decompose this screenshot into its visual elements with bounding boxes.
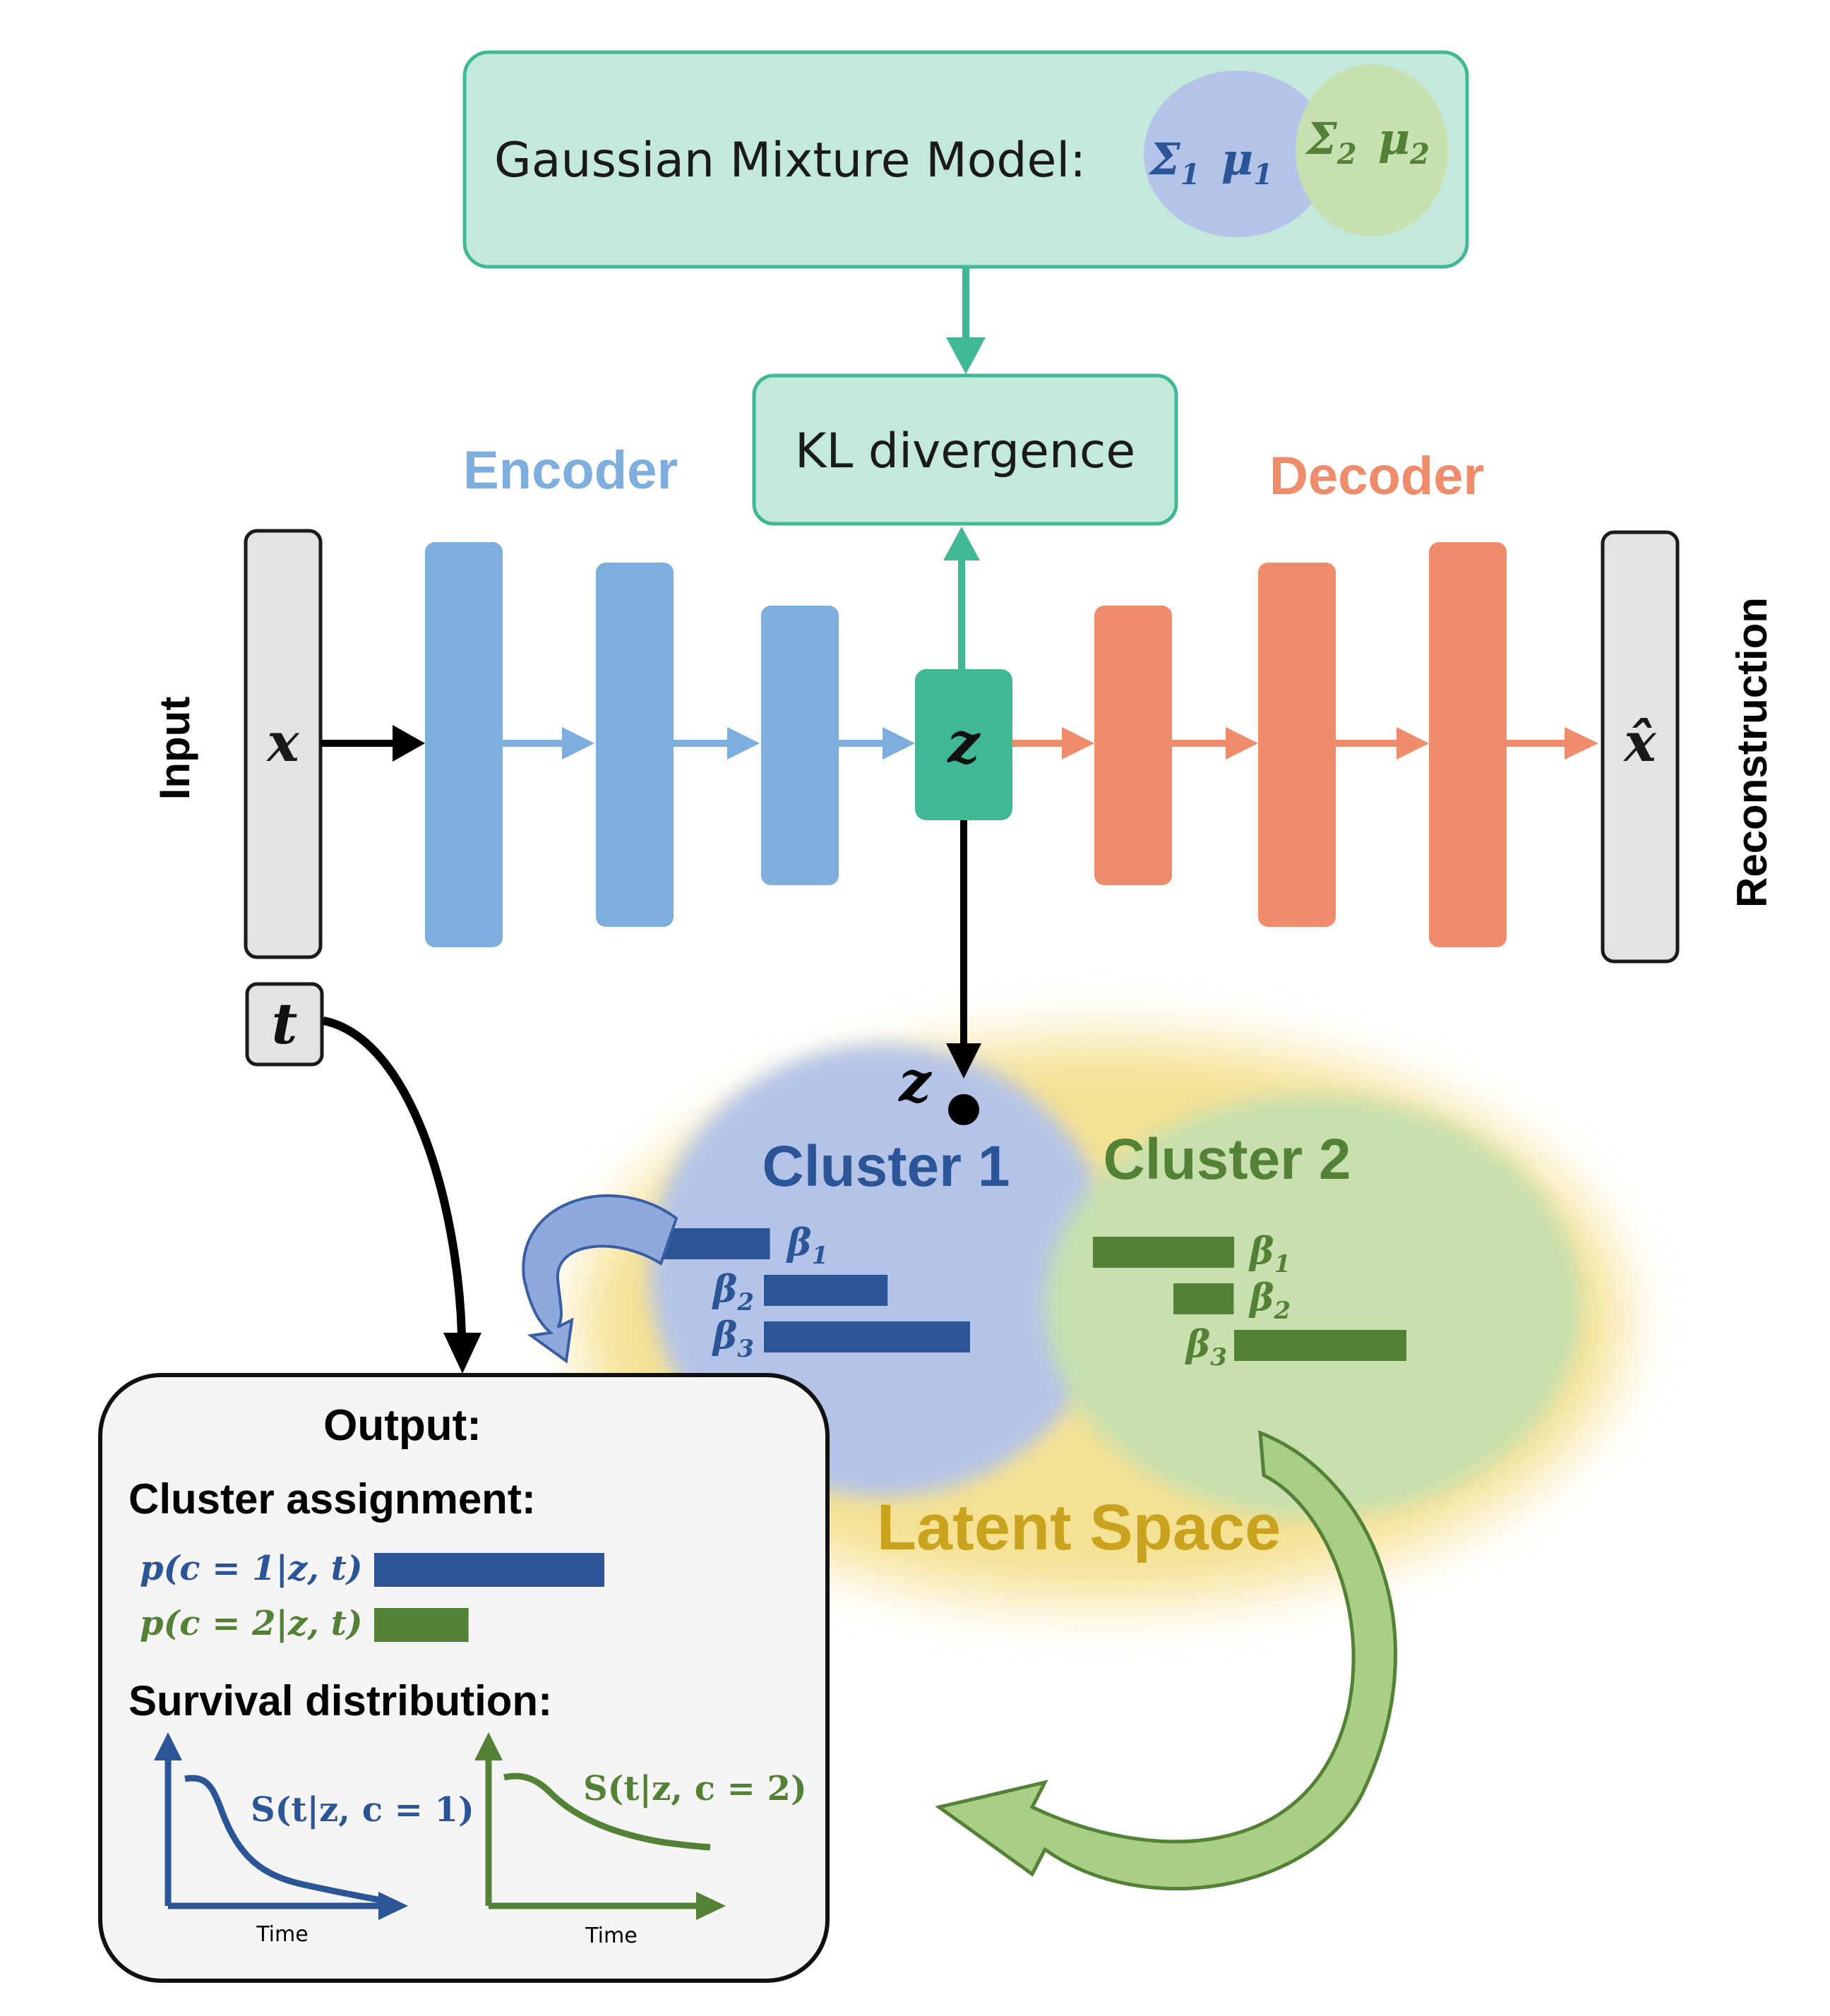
cluster-2-beta-1-label: β1 bbox=[1248, 1230, 1291, 1278]
arrow-gmm-to-kl bbox=[946, 267, 986, 374]
kl-label: KL divergence bbox=[795, 424, 1135, 479]
recon-side-label: Reconstruction bbox=[1728, 597, 1776, 908]
decoder-layer-2 bbox=[1258, 563, 1336, 927]
gmm-label: Gaussian Mixture Model: bbox=[494, 133, 1086, 188]
gmm-box: Gaussian Mixture Model: Σ1 μ1 Σ2 μ2 bbox=[462, 50, 1469, 269]
latent-point-label: z bbox=[897, 1048, 932, 1115]
latent-point bbox=[948, 1094, 979, 1125]
decoder-layer-3 bbox=[1429, 542, 1507, 947]
mu-1: μ bbox=[1221, 133, 1253, 185]
cluster-1-beta-3-label: β3 bbox=[712, 1314, 754, 1363]
plot-1-y-axis-arrow bbox=[154, 1732, 182, 1760]
time-input-var: t bbox=[272, 990, 298, 1057]
sigma-2-sub: 2 bbox=[1336, 138, 1357, 171]
cluster-2-beta-1-bar bbox=[1093, 1237, 1235, 1268]
cluster-1-beta-1-bar bbox=[657, 1228, 770, 1259]
arrow-cluster2-to-output bbox=[935, 1430, 1397, 1891]
output-box: Output: Cluster assignment: p(c = 1|z, t… bbox=[98, 1373, 830, 1983]
survival-plot-1: S(t|z, c = 1) Time bbox=[154, 1732, 474, 1947]
encoder-layer-3 bbox=[761, 606, 839, 885]
sigma-2: Σ bbox=[1305, 113, 1338, 164]
cluster-2-label: Cluster 2 bbox=[1104, 1127, 1351, 1192]
survival-curve-1 bbox=[184, 1775, 382, 1904]
latent-space-label: Latent Space bbox=[877, 1492, 1281, 1564]
reconstruction-box: x̂ bbox=[1601, 530, 1680, 964]
assignment-rows: p(c = 1|z, t) p(c = 2|z, t) bbox=[140, 1549, 604, 1643]
survival-curve-2-label: S(t|z, c = 2) bbox=[583, 1769, 807, 1808]
decoder-layer-1 bbox=[1094, 606, 1172, 885]
arrow-input-to-encoder bbox=[321, 725, 425, 762]
assignment-title: Cluster assignment: bbox=[128, 1475, 536, 1523]
survival-curve-2 bbox=[503, 1772, 711, 1851]
sigma-1: Σ bbox=[1148, 133, 1181, 185]
input-side-label: Input bbox=[151, 697, 198, 800]
cluster-2-beta-3-bar bbox=[1234, 1330, 1406, 1361]
encoder-layers bbox=[425, 542, 915, 947]
assignment-1-label: p(c = 1|z, t) bbox=[140, 1549, 363, 1588]
sigma-1-sub: 1 bbox=[1180, 158, 1200, 191]
gmm-component-1 bbox=[1144, 71, 1330, 237]
cluster-1-beta-3-bar bbox=[764, 1321, 970, 1352]
decoder-label: Decoder bbox=[1269, 446, 1484, 506]
assignment-2-bar bbox=[374, 1608, 469, 1642]
cluster-2-beta-3-label: β3 bbox=[1185, 1323, 1227, 1372]
mu-1-sub: 1 bbox=[1253, 158, 1273, 191]
plot-1-xlabel: Time bbox=[256, 1922, 308, 1947]
cluster-1-label: Cluster 1 bbox=[762, 1134, 1010, 1199]
cluster-2-beta-2-label: β2 bbox=[1248, 1276, 1291, 1325]
gmm-component-2 bbox=[1296, 64, 1448, 236]
plot-2-xlabel: Time bbox=[585, 1924, 637, 1948]
arrow-cluster1-to-output bbox=[522, 1194, 678, 1364]
encoder-label: Encoder bbox=[463, 440, 678, 500]
latent-node-var: z bbox=[946, 709, 981, 776]
input-var: x bbox=[265, 711, 300, 774]
kl-box: KL divergence bbox=[752, 373, 1178, 526]
arrow-z-to-kl bbox=[943, 527, 980, 671]
encoder-layer-2 bbox=[596, 563, 674, 927]
mu-2: μ bbox=[1378, 113, 1410, 164]
plot-2-x-axis-arrow bbox=[696, 1892, 726, 1920]
time-input-box: t bbox=[245, 982, 324, 1067]
cluster-2-beta-2-bar bbox=[1173, 1283, 1234, 1314]
survival-plot-2: S(t|z, c = 2) Time bbox=[474, 1732, 807, 1948]
cluster-1-beta-2-label: β2 bbox=[712, 1268, 754, 1316]
plot-1-x-axis-arrow bbox=[378, 1892, 408, 1920]
input-box: x bbox=[244, 529, 323, 959]
cluster-2-region bbox=[1045, 1094, 1581, 1518]
assignment-1-bar bbox=[374, 1553, 604, 1587]
survival-title: Survival distribution: bbox=[128, 1677, 552, 1724]
arrow-t-to-output bbox=[322, 1016, 482, 1374]
encoder-layer-1 bbox=[425, 542, 503, 947]
arrow-z-to-latent: z bbox=[897, 820, 981, 1125]
cluster-1-beta-2-bar bbox=[764, 1275, 888, 1306]
decoder-layers bbox=[1012, 542, 1598, 947]
cluster-1-beta-1-label: β1 bbox=[786, 1221, 828, 1270]
plot-2-y-axis-arrow bbox=[474, 1732, 503, 1760]
recon-var: x̂ bbox=[1622, 711, 1657, 774]
latent-node: z bbox=[915, 669, 1012, 820]
output-title: Output: bbox=[323, 1401, 482, 1450]
assignment-2-label: p(c = 2|z, t) bbox=[140, 1604, 363, 1643]
mu-2-sub: 2 bbox=[1409, 138, 1430, 171]
survival-curve-1-label: S(t|z, c = 1) bbox=[251, 1790, 474, 1830]
